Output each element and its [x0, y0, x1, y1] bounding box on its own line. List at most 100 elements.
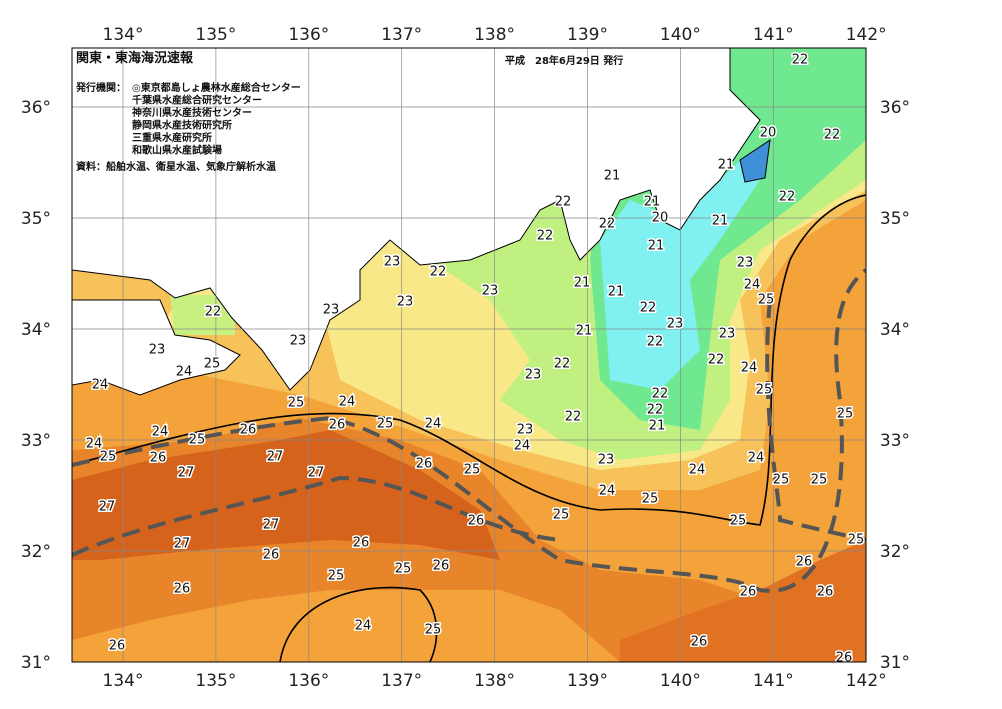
issuer-label: 発行機関：	[75, 81, 126, 94]
lat-label: 34°	[21, 320, 51, 340]
shikoku	[72, 299, 241, 396]
lon-label: 134°	[103, 671, 144, 691]
contour-label: 26	[836, 651, 853, 666]
land	[72, 48, 761, 391]
contour-label: 23	[290, 334, 307, 349]
contour-label: 24	[355, 619, 372, 634]
contour-label: 23	[719, 327, 736, 342]
lat-label: 33°	[880, 431, 910, 451]
lon-label: 142°	[846, 25, 887, 45]
contour-label: 23	[323, 303, 340, 318]
lat-label: 32°	[880, 542, 910, 562]
issuer: 千葉県水産総合研究センター	[132, 94, 262, 107]
lat-label: 36°	[21, 98, 51, 118]
contour-label: 20	[652, 211, 669, 226]
contour-label: 22	[205, 305, 222, 320]
contour-label: 24	[744, 278, 761, 293]
contour-lines	[72, 194, 866, 662]
lon-label: 140°	[660, 25, 701, 45]
lon-label: 135°	[195, 671, 236, 691]
contour-label: 22	[599, 217, 616, 232]
zone-20	[600, 160, 760, 390]
contour-label: 21	[648, 239, 665, 254]
contour-label: 22	[537, 229, 554, 244]
contour-label: 25	[837, 407, 854, 422]
contour-label: 26	[416, 457, 433, 472]
lon-label: 140°	[660, 671, 701, 691]
contour-label: 25	[288, 396, 305, 411]
contour-label: 25	[464, 463, 481, 478]
issuer: 和歌山県水産試験場	[131, 144, 222, 157]
lon-label: 135°	[195, 25, 236, 45]
contour-label: 23	[598, 453, 615, 468]
contour-label: 25	[328, 569, 345, 584]
contour-label: 24	[599, 484, 616, 499]
contour-label: 23	[384, 255, 401, 270]
contour-label: 21	[718, 158, 735, 173]
contour-label: 25	[204, 357, 221, 372]
contour-label: 21	[608, 285, 625, 300]
lon-label: 137°	[381, 671, 422, 691]
contour-label: 25	[395, 562, 412, 577]
lon-label: 142°	[846, 671, 887, 691]
contour-label: 23	[149, 343, 166, 358]
contour-label: 22	[555, 195, 572, 210]
contour-label: 26	[263, 548, 280, 563]
contour-label: 26	[329, 418, 346, 433]
contour-label: 21	[576, 324, 593, 339]
contour-label: 26	[353, 536, 370, 551]
contour-label: 24	[86, 437, 103, 452]
contour-label: 27	[267, 450, 284, 465]
contour-label: 22	[647, 335, 664, 350]
contour-label: 24	[176, 365, 193, 380]
contour-label: 25	[642, 492, 659, 507]
lon-label: 136°	[288, 671, 329, 691]
frame	[71, 47, 867, 663]
issuers: ◎東京都島しょ農林水産総合センター千葉県水産総合研究センター神奈川県水産技術セン…	[131, 81, 301, 157]
contour-label: 27	[174, 537, 191, 552]
lat-label: 35°	[880, 209, 910, 229]
contour-label: 24	[152, 425, 169, 440]
contour-label: 25	[189, 433, 206, 448]
issuer: 三重県水産研究所	[132, 131, 212, 144]
contour-label: 25	[758, 293, 775, 308]
contour-label: 27	[263, 518, 280, 533]
contour-label: 23	[737, 256, 754, 271]
contour-label: 25	[553, 508, 570, 523]
contour-label: 25	[848, 533, 865, 548]
contour-label: 26	[740, 585, 757, 600]
contour-label: 25	[100, 450, 117, 465]
contour-label: 24	[748, 451, 765, 466]
contour-label: 23	[517, 423, 534, 438]
lat-label: 32°	[21, 542, 51, 562]
issuer: 神奈川県水産技術センター	[132, 106, 252, 119]
lat-label: 31°	[21, 653, 51, 673]
contour-label: 22	[652, 387, 669, 402]
lon-label: 138°	[474, 25, 515, 45]
lat-label: 34°	[880, 320, 910, 340]
lat-label: 31°	[880, 653, 910, 673]
source: 資料：船舶水温、衛星水温、気象庁解析水温	[76, 160, 276, 173]
inland-sea	[170, 295, 235, 335]
contour-label: 22	[708, 353, 725, 368]
contour-label: 23	[482, 284, 499, 299]
contour-label: 27	[178, 466, 195, 481]
lon-label: 136°	[288, 25, 329, 45]
contour-label: 21	[712, 214, 729, 229]
contour-label: 22	[824, 128, 841, 143]
contour-label: 23	[667, 317, 684, 332]
contour-label: 24	[425, 417, 442, 432]
contour-label: 22	[647, 403, 664, 418]
contour-label: 24	[741, 361, 758, 376]
contour-label: 24	[339, 395, 356, 410]
contour-label: 26	[174, 582, 191, 597]
title: 関東・東海海況速報	[76, 50, 194, 66]
contour-label: 25	[811, 473, 828, 488]
zone-26-east	[620, 540, 866, 662]
contour-label: 24	[514, 439, 531, 454]
contour-label: 25	[377, 417, 394, 432]
contour-label: 21	[574, 276, 591, 291]
